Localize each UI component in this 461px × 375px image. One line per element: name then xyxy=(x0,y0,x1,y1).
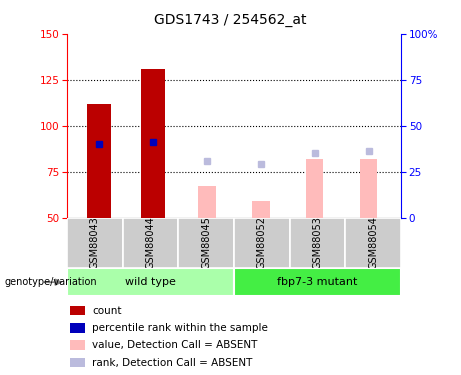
Text: GSM88052: GSM88052 xyxy=(257,216,267,269)
Bar xyxy=(198,186,216,218)
Text: value, Detection Call = ABSENT: value, Detection Call = ABSENT xyxy=(92,340,257,350)
Bar xyxy=(87,104,111,218)
Text: GSM88053: GSM88053 xyxy=(313,216,323,269)
Bar xyxy=(70,340,85,350)
Text: GDS1743 / 254562_at: GDS1743 / 254562_at xyxy=(154,13,307,27)
Bar xyxy=(70,323,85,333)
Bar xyxy=(234,217,290,268)
Bar xyxy=(306,159,324,218)
Bar xyxy=(345,217,401,268)
Bar xyxy=(67,268,234,296)
Text: rank, Detection Call = ABSENT: rank, Detection Call = ABSENT xyxy=(92,358,252,368)
Bar xyxy=(70,358,85,368)
Text: count: count xyxy=(92,306,121,315)
Bar xyxy=(290,217,345,268)
Bar xyxy=(360,159,378,218)
Text: fbp7-3 mutant: fbp7-3 mutant xyxy=(278,277,358,287)
Text: GSM88045: GSM88045 xyxy=(201,216,211,269)
Text: percentile rank within the sample: percentile rank within the sample xyxy=(92,323,268,333)
Bar xyxy=(234,268,401,296)
Text: GSM88054: GSM88054 xyxy=(368,216,378,269)
Text: GSM88043: GSM88043 xyxy=(90,216,100,269)
Text: genotype/variation: genotype/variation xyxy=(5,277,97,287)
Bar xyxy=(252,201,270,217)
Bar xyxy=(67,217,123,268)
Bar xyxy=(123,217,178,268)
Text: GSM88044: GSM88044 xyxy=(145,216,155,269)
Bar xyxy=(178,217,234,268)
Bar xyxy=(70,306,85,315)
Bar xyxy=(141,69,165,218)
Text: wild type: wild type xyxy=(125,277,176,287)
